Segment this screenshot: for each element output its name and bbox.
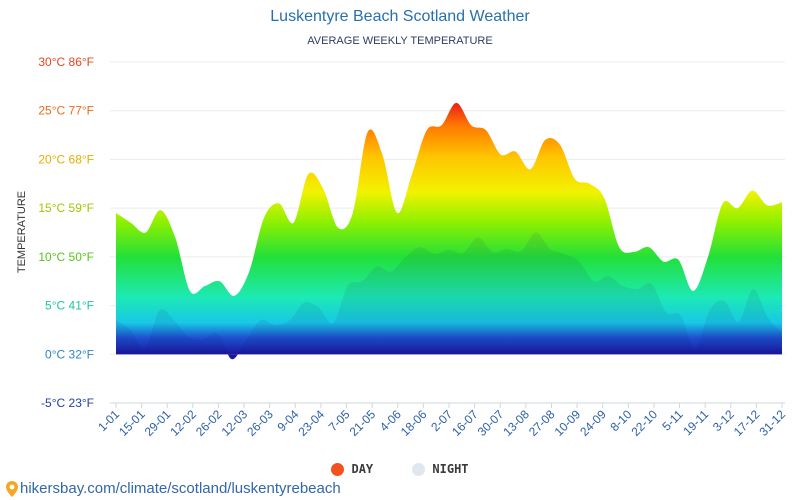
x-tick-label: 23-04 bbox=[295, 407, 327, 439]
legend-day-swatch bbox=[331, 462, 345, 476]
y-tick-label: -5°C 23°F bbox=[41, 396, 94, 410]
y-tick-label: 20°C 68°F bbox=[38, 152, 94, 166]
x-tick-label: 13-08 bbox=[500, 407, 532, 439]
x-tick-label: 26-03 bbox=[244, 407, 276, 439]
x-tick-label: 21-05 bbox=[347, 407, 379, 439]
x-tick-label: 12-03 bbox=[219, 407, 251, 439]
x-tick-label: 26-02 bbox=[193, 407, 225, 439]
x-tick-label: 30-07 bbox=[475, 407, 507, 439]
x-tick-label: 31-12 bbox=[757, 407, 789, 439]
x-tick-label: 17-12 bbox=[731, 407, 763, 439]
chart-subtitle: AVERAGE WEEKLY TEMPERATURE bbox=[307, 35, 493, 47]
x-tick-label: 27-08 bbox=[526, 407, 558, 439]
chart-legend: DAY NIGHT bbox=[0, 462, 800, 479]
legend-item-night[interactable]: NIGHT bbox=[412, 462, 469, 476]
x-tick-label: 10-09 bbox=[552, 407, 584, 439]
y-tick-label: 25°C 77°F bbox=[38, 104, 94, 118]
legend-day-label: DAY bbox=[351, 462, 374, 476]
y-tick-label: 15°C 59°F bbox=[38, 201, 94, 215]
legend-night-swatch bbox=[412, 462, 426, 476]
source-url: hikersbay.com/climate/scotland/luskentyr… bbox=[20, 480, 341, 497]
legend-item-day[interactable]: DAY bbox=[331, 462, 373, 476]
y-axis-label: TEMPERATURE bbox=[16, 191, 28, 273]
x-tick-label: 12-02 bbox=[167, 407, 199, 439]
x-tick-label: 18-06 bbox=[398, 407, 430, 439]
x-tick-label: 29-01 bbox=[142, 407, 174, 439]
y-tick-label: 0°C 32°F bbox=[45, 347, 94, 361]
night-series-area bbox=[116, 232, 782, 360]
x-tick-label: 22-10 bbox=[628, 407, 660, 439]
night-series-shade bbox=[116, 232, 782, 360]
source-link[interactable]: hikersbay.com/climate/scotland/luskentyr… bbox=[6, 480, 341, 497]
y-tick-label: 10°C 50°F bbox=[38, 250, 94, 264]
x-tick-label: 15-01 bbox=[116, 407, 148, 439]
y-tick-label: 30°C 86°F bbox=[38, 55, 94, 69]
chart-title: Luskentyre Beach Scotland Weather bbox=[270, 8, 530, 25]
y-tick-label: 5°C 41°F bbox=[45, 299, 94, 313]
location-pin-icon bbox=[6, 480, 18, 497]
x-tick-label: 16-07 bbox=[449, 407, 481, 439]
x-tick-label: 19-11 bbox=[680, 407, 711, 438]
legend-night-label: NIGHT bbox=[432, 462, 469, 476]
x-tick-label: 24-09 bbox=[577, 407, 609, 439]
